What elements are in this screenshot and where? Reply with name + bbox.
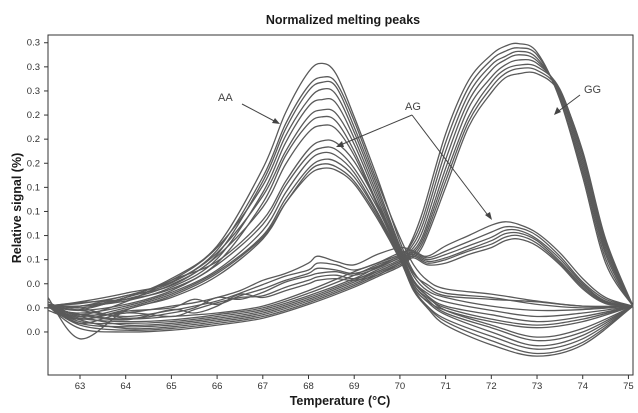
melt-curve-15 xyxy=(47,221,634,316)
x-tick-label: 65 xyxy=(166,381,177,392)
x-tick-label: 68 xyxy=(303,381,314,392)
plot-frame xyxy=(47,34,634,376)
y-tick-label: 0.3 xyxy=(27,62,40,73)
ag-arrowhead-right xyxy=(485,212,492,220)
y-tick-label: 0.1 xyxy=(27,206,40,217)
x-tick-label: 64 xyxy=(120,381,131,392)
annotation-aa: AA xyxy=(218,92,233,104)
x-tick-label: 72 xyxy=(486,381,497,392)
y-tick-label: 0.1 xyxy=(27,182,40,193)
gg-arrow xyxy=(555,94,581,114)
ag-arrow-left xyxy=(337,114,413,147)
melt-curve-20 xyxy=(47,238,634,321)
y-tick-label: 0.2 xyxy=(27,110,40,121)
melt-curve-13 xyxy=(47,163,634,355)
melt-curve-18 xyxy=(47,231,634,319)
x-tick-label: 67 xyxy=(258,381,269,392)
x-tick-label: 73 xyxy=(532,381,543,392)
x-tick-label: 63 xyxy=(75,381,86,392)
y-tick-label: 0.1 xyxy=(27,231,40,242)
melt-curve-8 xyxy=(47,124,634,329)
melt-curve-25 xyxy=(47,58,634,328)
gg-arrowhead xyxy=(554,107,561,115)
x-tick-label: 69 xyxy=(349,381,360,392)
y-tick-label: 0.0 xyxy=(27,279,40,290)
y-tick-label: 0.0 xyxy=(27,303,40,314)
ag-arrow-right xyxy=(411,114,491,219)
x-tick-label: 74 xyxy=(577,381,588,392)
y-tick-label: 0.1 xyxy=(27,255,40,266)
x-axis-ticks: 63 64 65 66 67 68 69 70 71 72 73 74 75 xyxy=(75,375,634,392)
y-tick-label: 0.0 xyxy=(27,327,40,338)
x-tick-label: 66 xyxy=(212,381,223,392)
y-tick-label: 0.2 xyxy=(27,158,40,169)
melt-curve-12 xyxy=(47,158,634,350)
x-tick-label: 70 xyxy=(395,381,406,392)
y-axis-label: Relative signal (%) xyxy=(10,153,24,263)
melt-curve-3 xyxy=(47,80,634,309)
melt-curve-6 xyxy=(47,108,634,323)
melt-curve-21 xyxy=(47,42,634,320)
aa-arrowhead xyxy=(272,118,280,124)
y-tick-label: 0.2 xyxy=(27,134,40,145)
melt-curve-1 xyxy=(47,62,634,308)
x-axis-label: Temperature (°C) xyxy=(290,394,391,408)
melt-curve-17 xyxy=(47,228,634,320)
melt-curve-5 xyxy=(47,97,634,318)
melt-curve-14 xyxy=(47,167,634,357)
melt-curve-10 xyxy=(47,146,634,342)
y-axis-ticks: 0.0 0.0 0.0 0.1 0.1 0.1 0.1 0.2 0.2 0.2 0.3 0.3 0.3 xyxy=(27,38,48,338)
melt-curve-27 xyxy=(47,67,634,332)
melt-curve-9 xyxy=(47,139,634,338)
annotation-ag: AG xyxy=(405,101,421,113)
ag-arrowhead-left xyxy=(336,141,344,147)
melt-curve-28 xyxy=(47,71,634,333)
melt-curve-7 xyxy=(47,115,634,326)
y-tick-label: 0.3 xyxy=(27,38,40,49)
y-tick-label: 0.3 xyxy=(27,86,40,97)
x-tick-label: 71 xyxy=(440,381,451,392)
melt-curve-11 xyxy=(47,151,634,347)
x-tick-label: 75 xyxy=(623,381,634,392)
series-group xyxy=(47,42,634,357)
melt-curve-26 xyxy=(47,63,634,330)
melt-curve-23 xyxy=(47,50,634,325)
annotation-gg: GG xyxy=(584,84,601,96)
aa-arrow xyxy=(241,103,279,124)
chart-title: Normalized melting peaks xyxy=(266,13,420,27)
annotation-arrows xyxy=(241,94,581,220)
